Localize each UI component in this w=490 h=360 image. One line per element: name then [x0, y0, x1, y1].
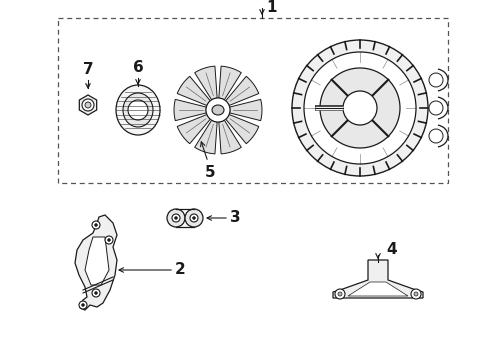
Circle shape: [79, 301, 87, 309]
Circle shape: [335, 289, 345, 299]
Circle shape: [92, 221, 100, 229]
Circle shape: [411, 289, 421, 299]
Text: 5: 5: [205, 165, 215, 180]
Polygon shape: [226, 114, 259, 144]
Circle shape: [185, 209, 203, 227]
Text: 4: 4: [386, 243, 396, 257]
Polygon shape: [333, 260, 423, 298]
Circle shape: [107, 238, 111, 242]
Text: 3: 3: [230, 211, 241, 225]
Circle shape: [128, 100, 148, 120]
Circle shape: [429, 101, 443, 115]
Ellipse shape: [123, 93, 153, 127]
Circle shape: [172, 214, 180, 222]
Circle shape: [81, 303, 84, 306]
Circle shape: [338, 292, 342, 296]
Ellipse shape: [212, 105, 224, 115]
Polygon shape: [348, 282, 408, 296]
Polygon shape: [219, 120, 241, 154]
Circle shape: [193, 216, 196, 220]
Circle shape: [92, 289, 100, 297]
Polygon shape: [226, 76, 259, 105]
Circle shape: [429, 129, 443, 143]
Circle shape: [343, 91, 377, 125]
Ellipse shape: [116, 85, 160, 135]
Polygon shape: [174, 99, 206, 121]
Bar: [58, 18, 448, 183]
Polygon shape: [85, 237, 109, 285]
Circle shape: [429, 73, 443, 87]
Circle shape: [105, 236, 113, 244]
Text: 6: 6: [133, 60, 144, 75]
Text: 7: 7: [83, 62, 93, 77]
Circle shape: [206, 98, 230, 122]
Circle shape: [190, 214, 198, 222]
Polygon shape: [79, 95, 97, 115]
Polygon shape: [230, 99, 262, 121]
Polygon shape: [75, 215, 117, 310]
Circle shape: [95, 292, 98, 294]
Circle shape: [414, 292, 418, 296]
Text: 2: 2: [175, 262, 186, 278]
Polygon shape: [195, 120, 217, 154]
Circle shape: [85, 102, 91, 108]
Polygon shape: [177, 114, 210, 144]
Circle shape: [292, 40, 428, 176]
Polygon shape: [177, 76, 210, 105]
Circle shape: [304, 52, 416, 164]
Circle shape: [167, 209, 185, 227]
Text: 1: 1: [266, 0, 276, 14]
Circle shape: [82, 99, 94, 111]
Polygon shape: [219, 66, 241, 100]
Circle shape: [174, 216, 177, 220]
Polygon shape: [195, 66, 217, 100]
Circle shape: [320, 68, 400, 148]
Circle shape: [95, 224, 98, 226]
